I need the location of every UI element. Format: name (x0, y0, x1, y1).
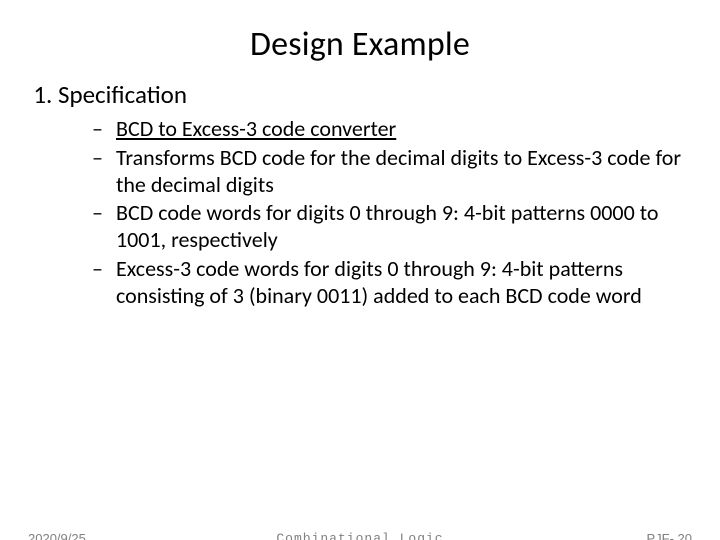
slide: Design Example Specification BCD to Exce… (0, 24, 720, 540)
bullet-text: Excess-3 code words for digits 0 through… (116, 255, 642, 309)
bullet-text: BCD to Excess-3 code converter (116, 115, 396, 142)
main-ordered-list: Specification BCD to Excess-3 code conve… (24, 79, 696, 310)
bullet-item: Transforms BCD code for the decimal digi… (92, 145, 696, 199)
bullet-item: BCD code words for digits 0 through 9: 4… (92, 200, 696, 254)
footer-center: Combinational Logic (0, 531, 720, 540)
section-heading: Specification (58, 79, 187, 110)
footer-page: PJF- 20 (646, 531, 692, 540)
content-area: Specification BCD to Excess-3 code conve… (0, 79, 720, 310)
bullet-text: Transforms BCD code for the decimal digi… (116, 144, 681, 198)
bullet-text: BCD code words for digits 0 through 9: 4… (116, 199, 658, 253)
section-item: Specification BCD to Excess-3 code conve… (58, 79, 696, 310)
bullet-item: BCD to Excess-3 code converter (92, 116, 696, 143)
sub-bullet-list: BCD to Excess-3 code converter Transform… (58, 116, 696, 310)
bullet-item: Excess-3 code words for digits 0 through… (92, 256, 696, 310)
slide-title: Design Example (0, 24, 720, 65)
